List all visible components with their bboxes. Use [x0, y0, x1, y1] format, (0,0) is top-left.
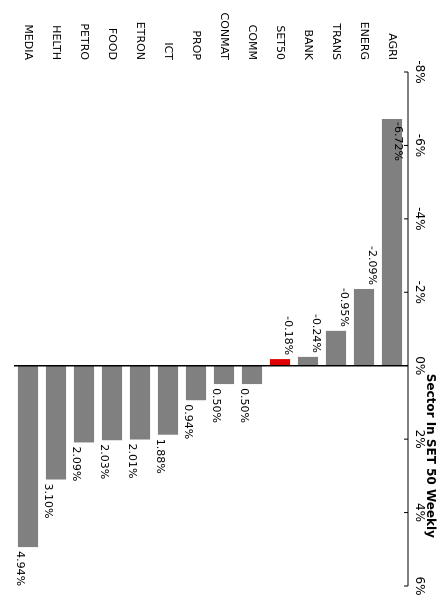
value-label-ict: 1.88%: [154, 439, 167, 474]
value-axis-tick-label: 6%: [413, 576, 427, 595]
bar-food: [101, 365, 123, 441]
value-label-set50: -0.18%: [282, 316, 295, 355]
category-label-trans: TRANS: [330, 22, 343, 60]
value-axis-tick-label: -2%: [413, 281, 427, 304]
category-label-bank: BANK: [302, 29, 315, 60]
bar-comm: [241, 365, 263, 385]
value-label-bank: -0.24%: [310, 314, 323, 353]
category-label-petro: PETRO: [78, 23, 91, 60]
bars-group: [17, 118, 403, 548]
value-label-conmat: 0.50%: [210, 388, 223, 423]
value-axis-tick-label: 2%: [413, 430, 427, 449]
value-axis-tick-label: -4%: [413, 207, 427, 230]
value-label-helth: 3.10%: [42, 484, 55, 519]
category-label-set50: SET50: [274, 25, 287, 60]
value-label-food: 2.03%: [98, 444, 111, 479]
value-label-petro: 2.09%: [70, 446, 83, 481]
category-label-energ: ENERG: [358, 22, 371, 60]
bar-petro: [73, 365, 95, 443]
category-label-conmat: CONMAT: [218, 13, 231, 61]
value-labels-group: -6.72% -2.09% -0.95% -0.24% -0.18% 0.50% 0.50%…: [14, 122, 405, 586]
bar-trans: [325, 330, 347, 366]
bar-set50: [269, 359, 291, 366]
category-label-comm: COMM: [246, 25, 259, 60]
bar-agri: [381, 118, 403, 366]
value-axis-tick-label: 0%: [413, 356, 427, 375]
value-label-trans: -0.95%: [338, 288, 351, 327]
category-label-media: MEDIA: [22, 24, 35, 60]
bar-prop: [185, 365, 207, 401]
bar-conmat: [213, 365, 235, 385]
bar-helth: [45, 365, 67, 480]
value-axis-tick-label: -8%: [413, 60, 427, 83]
bar-ict: [157, 365, 179, 435]
value-label-agri: -6.72%: [392, 122, 405, 161]
category-label-agri: AGRI: [386, 33, 399, 60]
bar-bank: [297, 356, 319, 366]
value-axis: -8% -6% -4% -2% 0% 2% 4% 6%: [14, 60, 427, 596]
category-labels-group: AGRI ENERG TRANS BANK SET50 COMM CONMAT PROP ICT…: [22, 13, 399, 61]
value-label-media: 4.94%: [14, 551, 27, 586]
chart-title: Sector In SET 50 Weekly: [424, 374, 438, 538]
value-label-comm: 0.50%: [238, 388, 251, 423]
category-label-etron: ETRON: [134, 22, 147, 60]
value-label-etron: 2.01%: [126, 444, 139, 479]
bar-media: [17, 365, 39, 548]
bar-energ: [353, 288, 375, 366]
value-axis-tick-label: 4%: [413, 503, 427, 522]
value-label-energ: -2.09%: [366, 246, 379, 285]
category-label-prop: PROP: [190, 30, 203, 60]
bar-etron: [129, 365, 151, 440]
category-label-ict: ICT: [162, 42, 175, 60]
value-label-prop: 0.94%: [182, 404, 195, 439]
value-axis-tick-label: -6%: [413, 134, 427, 157]
category-label-helth: HELTH: [50, 25, 63, 60]
category-label-food: FOOD: [106, 28, 119, 60]
